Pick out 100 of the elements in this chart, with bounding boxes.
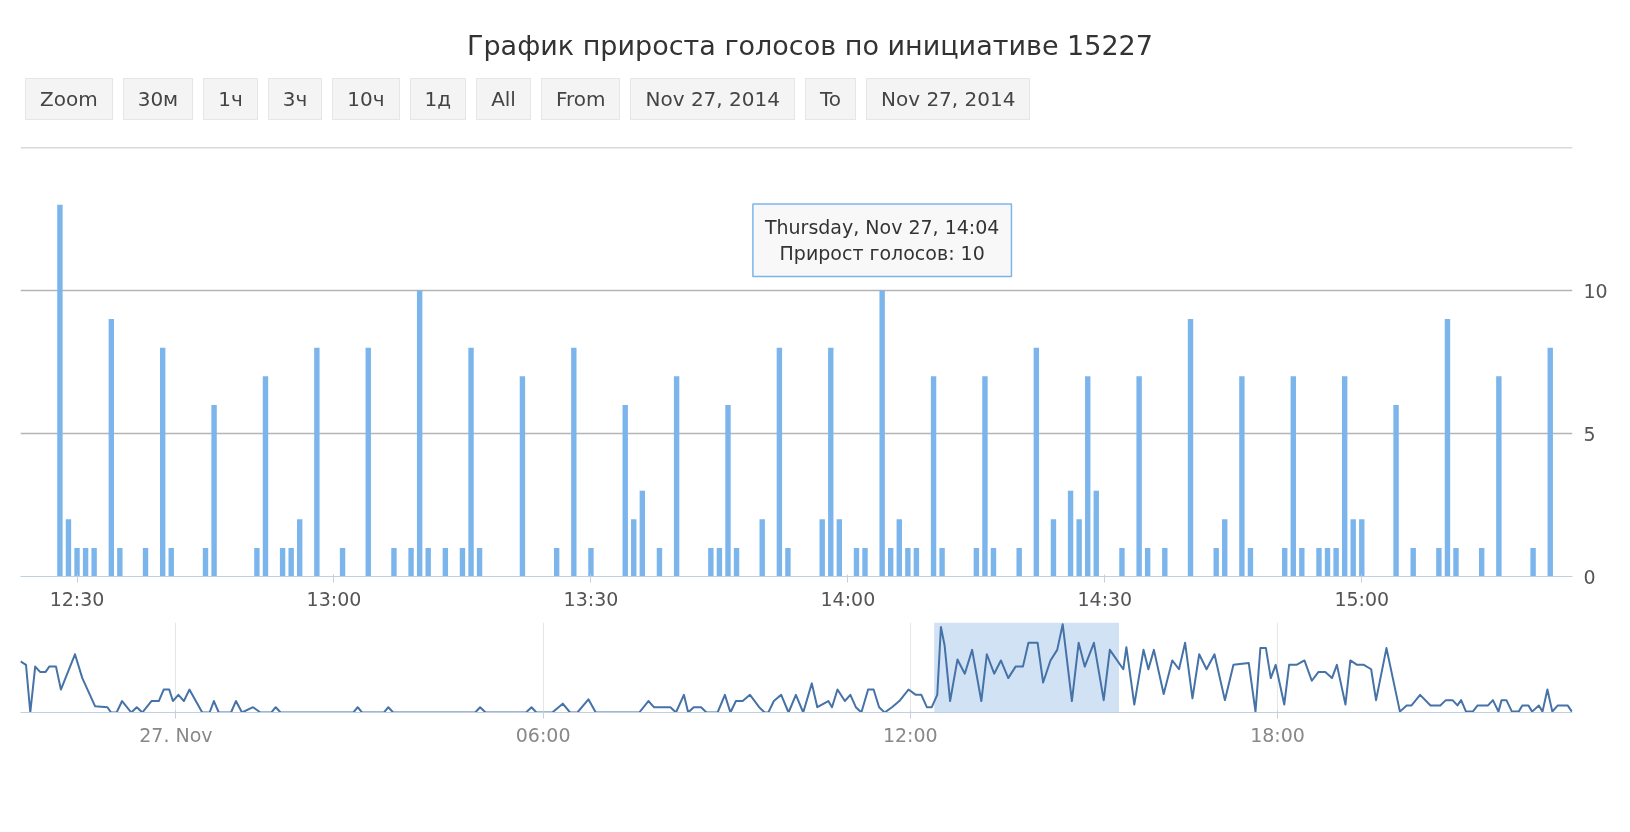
bar: [1393, 404, 1399, 577]
bar: [776, 347, 783, 577]
x-tick-label: 18:00: [1250, 723, 1305, 746]
bar: [365, 347, 371, 577]
bar: [279, 547, 286, 577]
bar: [82, 547, 89, 577]
bar: [1444, 319, 1451, 577]
bar: [254, 547, 260, 577]
bar: [1359, 519, 1365, 577]
bar: [1290, 376, 1296, 577]
text: 1д: [409, 78, 467, 120]
bar: [288, 547, 294, 577]
bar: [819, 519, 825, 577]
bar: [117, 547, 123, 577]
bar: [1016, 547, 1022, 577]
bar: [905, 547, 911, 577]
bar: [973, 547, 980, 577]
bar: [1162, 547, 1168, 577]
bar: [1187, 319, 1194, 577]
bar: [142, 547, 149, 577]
y-tick-label: 10: [1583, 279, 1608, 302]
bar: [1213, 547, 1219, 577]
bar: [160, 347, 166, 577]
bar: [588, 547, 594, 577]
text: Nov 27, 2014: [630, 78, 795, 120]
bar: [862, 547, 868, 577]
bar: [1136, 376, 1142, 577]
bar: [57, 204, 63, 577]
bar: [708, 547, 714, 577]
bar: [442, 547, 449, 577]
bar: [1050, 519, 1057, 577]
bar: [836, 519, 843, 577]
bar: [1478, 547, 1485, 577]
bar: [759, 519, 765, 577]
bar: [1333, 547, 1339, 577]
bar: [656, 547, 663, 577]
bar: [91, 547, 97, 577]
x-tick-label: 06:00: [515, 723, 571, 746]
chart-title: График прироста голосов по инициативе 15227: [467, 29, 1153, 63]
bar: [1093, 490, 1099, 577]
bar: [1222, 519, 1228, 577]
text: 1ч: [203, 78, 258, 120]
bar: [1410, 547, 1416, 577]
bar: [990, 547, 997, 577]
text: To: [804, 78, 856, 120]
bar: [1436, 547, 1442, 577]
text: 10ч: [332, 78, 400, 120]
bar: [108, 319, 115, 577]
bar: [1324, 547, 1331, 577]
bar: [476, 547, 483, 577]
text: From: [540, 78, 621, 120]
bar: [622, 404, 628, 577]
bar: [853, 547, 860, 577]
text: All: [476, 78, 531, 120]
bar: [639, 490, 646, 577]
bar: [1085, 376, 1091, 577]
x-tick-label: 14:00: [820, 587, 876, 610]
bar: [879, 290, 885, 577]
x-tick-label: 27. Nov: [139, 723, 213, 746]
bar: [913, 547, 920, 577]
bar: [297, 519, 303, 577]
bar: [896, 519, 902, 577]
bar: [1530, 547, 1536, 577]
bar: [725, 404, 731, 577]
x-tick-label: 13:00: [306, 587, 362, 610]
bar: [1316, 547, 1322, 577]
text: 3ч: [267, 78, 323, 120]
x-tick-label: 13:30: [563, 587, 619, 610]
bar: [74, 547, 80, 577]
bar: [1350, 519, 1356, 577]
bar: [1247, 547, 1254, 577]
text: 30м: [122, 78, 194, 120]
bar: [888, 547, 894, 577]
annotation: Thursday, Nov 27, 14:04 Прирост голосов: 10: [763, 216, 1000, 265]
bar: [785, 547, 791, 577]
x-tick-label: 12:30: [49, 587, 105, 610]
bar: [716, 547, 723, 577]
bar: [828, 347, 834, 577]
bar: [459, 547, 466, 577]
bar: [168, 547, 174, 577]
bar: [211, 404, 217, 577]
bar: [468, 347, 474, 577]
bar: [416, 290, 423, 577]
bar: [733, 547, 740, 577]
bar: [202, 547, 209, 577]
bar: [519, 376, 526, 577]
bar: [930, 376, 937, 577]
x-tick-label: 15:00: [1334, 587, 1390, 610]
x-tick-label: 14:30: [1077, 587, 1133, 610]
bar: [1239, 376, 1245, 577]
bar: [571, 347, 577, 577]
bar: [1547, 347, 1553, 577]
bar: [391, 547, 397, 577]
bar: [1144, 547, 1151, 577]
bar: [939, 547, 945, 577]
bar: [982, 376, 988, 577]
bar: [1033, 347, 1040, 577]
bar: [65, 519, 72, 577]
bar: [1299, 547, 1305, 577]
text: Nov 27, 2014: [866, 78, 1031, 120]
